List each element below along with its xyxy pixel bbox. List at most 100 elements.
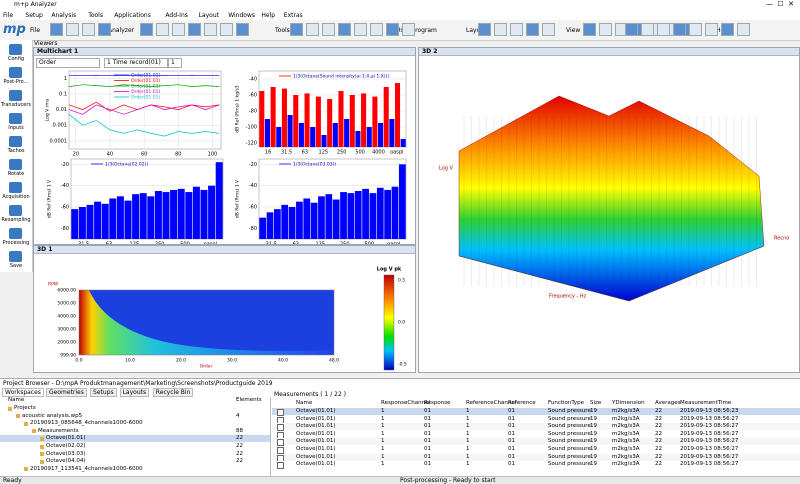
sidebar-icon[interactable] — [9, 228, 22, 239]
sidebar-label[interactable]: Config — [7, 56, 25, 62]
toolbar-button[interactable] — [599, 23, 612, 36]
sidebar-icon[interactable] — [9, 113, 22, 124]
window-controls[interactable]: — ☐ ✕ — [765, 0, 794, 8]
tab[interactable]: Workspaces — [2, 388, 44, 397]
sidebar-icon[interactable] — [9, 159, 22, 170]
toolbar-button[interactable] — [370, 23, 383, 36]
toolbar-button[interactable] — [402, 23, 415, 36]
menu-item[interactable]: Help — [261, 12, 276, 19]
tree-node[interactable]: Octave(02.02) — [46, 443, 86, 449]
toolbar-button[interactable] — [583, 23, 596, 36]
toolbar-button[interactable] — [338, 23, 351, 36]
menu-item[interactable]: Tools — [88, 12, 103, 19]
tree-node[interactable]: Octave(04.04) — [46, 458, 86, 465]
checkbox[interactable] — [277, 424, 284, 432]
table-row[interactable] — [272, 408, 800, 415]
checkbox[interactable] — [277, 447, 284, 454]
toolbar-button[interactable] — [510, 23, 523, 36]
table-row[interactable] — [272, 446, 800, 453]
toolbar-button[interactable] — [526, 23, 539, 36]
toolbar-button[interactable] — [140, 23, 153, 36]
tree-node[interactable]: Projects — [14, 405, 36, 411]
toolbar-button[interactable] — [306, 23, 319, 36]
table-row[interactable] — [272, 438, 800, 446]
table-row[interactable] — [272, 430, 800, 438]
toolbar-button[interactable] — [354, 23, 367, 36]
sidebar-label[interactable]: Processing — [2, 240, 30, 246]
x-tick-label: 31.5 — [78, 242, 89, 245]
menu-item[interactable]: Add-Ins — [165, 12, 188, 19]
tree-node[interactable]: 20190917_113541_4channels1000-6000 — [30, 465, 143, 472]
toolbar-button[interactable] — [641, 23, 654, 36]
sidebar-label[interactable]: Resampling — [1, 217, 31, 223]
toolbar-button[interactable] — [721, 23, 734, 36]
toolbar-button[interactable] — [705, 23, 718, 36]
count-input[interactable]: 1 — [168, 58, 182, 68]
tree-node[interactable]: acoustic analysis.wp5 — [22, 412, 83, 419]
tab[interactable]: Recycle Bin — [152, 388, 194, 397]
sidebar-icon[interactable] — [9, 205, 22, 216]
toolbar-button[interactable] — [386, 23, 399, 36]
sidebar-label[interactable]: Save — [9, 263, 23, 269]
record-select[interactable]: 1 Time record(01) — [104, 58, 168, 68]
toolbar-button[interactable] — [657, 23, 670, 36]
toolbar-button[interactable] — [478, 23, 491, 36]
toolbar-button[interactable] — [220, 23, 233, 36]
sidebar-icon[interactable] — [9, 251, 22, 262]
table-row[interactable] — [272, 415, 800, 423]
table-row[interactable] — [272, 453, 800, 461]
toolbar-button[interactable] — [737, 23, 750, 36]
toolbar-button[interactable] — [689, 23, 702, 36]
sidebar-label[interactable]: Transducers — [0, 102, 32, 108]
sidebar-icon[interactable] — [9, 67, 22, 78]
menu-item[interactable]: Windows — [228, 12, 255, 19]
toolbar-button[interactable] — [82, 23, 95, 36]
toolbar-button[interactable] — [290, 23, 303, 36]
dropdown[interactable]: Order — [36, 58, 100, 68]
sidebar-label[interactable]: Rotate — [7, 171, 25, 177]
sidebar-label[interactable]: Inputs — [8, 125, 24, 131]
checkbox[interactable] — [277, 409, 284, 416]
toolbar-button[interactable] — [66, 23, 79, 36]
sidebar-icon[interactable] — [9, 136, 22, 147]
checkbox[interactable] — [277, 439, 284, 447]
toolbar-button[interactable] — [542, 23, 555, 36]
tree-node[interactable]: 20190913_085648_4channels1000-6000 — [30, 420, 143, 427]
menu-item[interactable]: Extras — [283, 12, 303, 19]
tab[interactable]: Layouts — [119, 388, 150, 397]
sidebar-icon[interactable] — [9, 44, 22, 55]
toolbar-button[interactable] — [172, 23, 185, 36]
table-row[interactable] — [272, 461, 800, 469]
toolbar-button[interactable] — [494, 23, 507, 36]
tab[interactable]: Geometries — [46, 388, 87, 397]
tree-node[interactable]: Measurements — [38, 427, 79, 434]
sidebar-icon[interactable] — [9, 182, 22, 193]
toolbar-button[interactable] — [156, 23, 169, 36]
tree-node[interactable]: Octave(01.01) — [46, 435, 86, 442]
toolbar-button[interactable] — [625, 23, 638, 36]
sidebar-label[interactable]: Tachos — [7, 148, 25, 154]
checkbox[interactable] — [277, 462, 284, 470]
sidebar-label[interactable]: Post-Pro... — [3, 79, 29, 85]
menu-item[interactable]: Setup — [25, 12, 43, 19]
tab[interactable]: Setups — [90, 388, 117, 397]
viewers-tab[interactable]: Viewers — [34, 40, 58, 47]
checkbox[interactable] — [277, 454, 284, 462]
checkbox[interactable] — [277, 416, 284, 424]
table-row[interactable] — [272, 423, 800, 431]
menu-item[interactable]: Layout — [198, 12, 219, 19]
checkbox[interactable] — [277, 431, 284, 439]
toolbar-button[interactable] — [98, 23, 111, 36]
toolbar-button[interactable] — [322, 23, 335, 36]
sidebar-icon[interactable] — [9, 90, 22, 101]
menu-item[interactable]: File — [3, 12, 14, 19]
sidebar-label[interactable]: Acquisition — [2, 194, 30, 200]
toolbar-button[interactable] — [50, 23, 63, 36]
menu-item[interactable]: Analysis — [51, 12, 77, 19]
toolbar-button[interactable] — [673, 23, 686, 36]
toolbar-button[interactable] — [236, 23, 249, 36]
toolbar-button[interactable] — [188, 23, 201, 36]
menu-item[interactable]: Applications — [114, 12, 151, 19]
toolbar-button[interactable] — [204, 23, 217, 36]
tree-node[interactable]: Octave(03.03) — [46, 450, 86, 457]
